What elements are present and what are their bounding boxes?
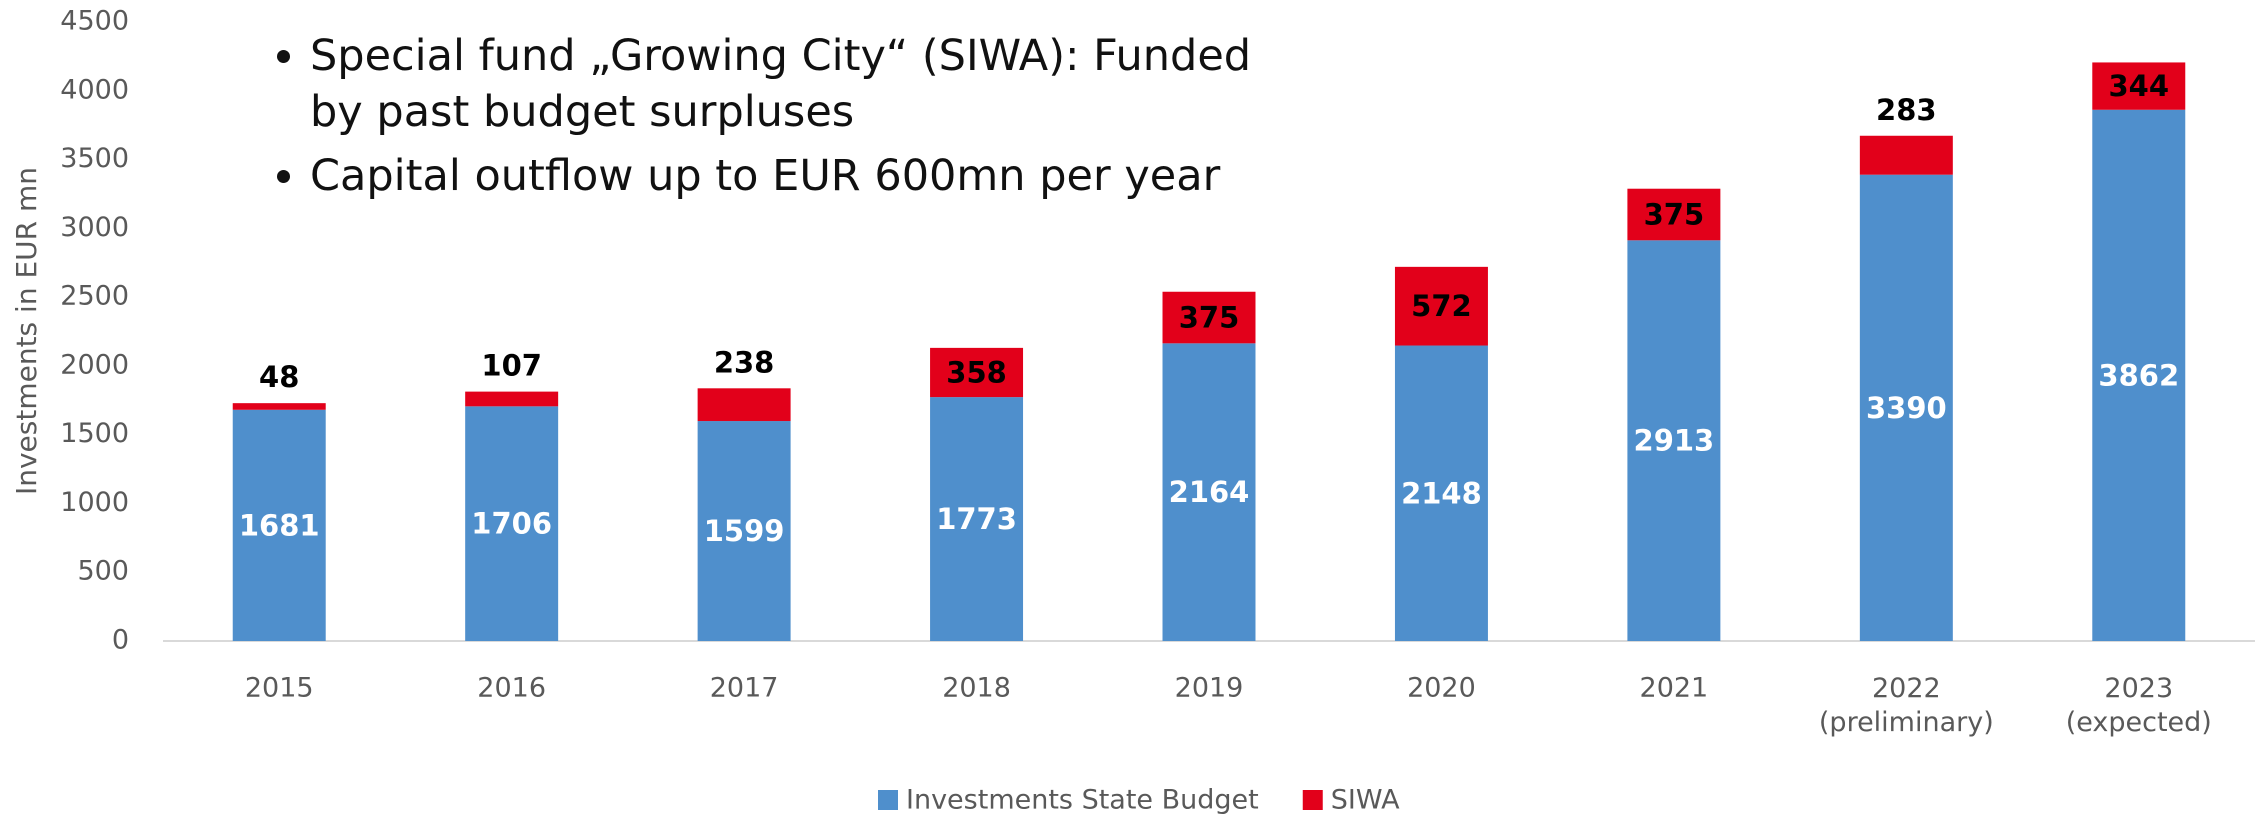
bar-segment xyxy=(1394,266,1488,346)
data-label: 1681 xyxy=(239,508,320,542)
data-label: 238 xyxy=(714,345,775,379)
y-tick-label: 3500 xyxy=(60,143,129,174)
x-tick-label: 2018 xyxy=(942,673,1011,704)
x-tick-label: 2022 (preliminary) xyxy=(1819,673,1994,738)
x-tick-label: 2015 xyxy=(245,673,314,704)
data-label: 375 xyxy=(1179,301,1240,335)
y-tick-label: 2500 xyxy=(60,281,129,312)
data-label: 358 xyxy=(946,355,1007,389)
x-tick-label: 2023 (expected) xyxy=(2066,673,2212,738)
y-tick-label: 3000 xyxy=(60,212,129,243)
data-label: 2164 xyxy=(1169,475,1250,509)
bar-segment xyxy=(1859,174,1953,642)
bar-segment xyxy=(1627,240,1721,641)
data-label: 1706 xyxy=(471,507,552,541)
y-tick-label: 4000 xyxy=(60,74,129,105)
data-label: 283 xyxy=(1876,93,1937,127)
data-label: 1773 xyxy=(936,502,1017,536)
y-tick-label: 1500 xyxy=(60,418,129,449)
data-label: 3862 xyxy=(2098,358,2179,392)
bar-segment xyxy=(1859,135,1953,175)
bar-segment xyxy=(1394,345,1488,641)
bar-segment xyxy=(2092,62,2186,110)
bar-segment xyxy=(930,347,1024,398)
y-tick-label: 2000 xyxy=(60,349,129,380)
x-tick-label: 2019 xyxy=(1175,673,1244,704)
data-label: 1599 xyxy=(704,514,785,548)
y-tick-label: 0 xyxy=(112,625,129,656)
bar-segment xyxy=(232,409,326,641)
data-label: 375 xyxy=(1644,198,1705,232)
data-label: 2148 xyxy=(1401,476,1482,510)
data-label: 48 xyxy=(259,360,299,394)
bar-segment xyxy=(2092,109,2186,642)
y-tick-label: 1000 xyxy=(60,487,129,518)
x-tick-label: 2016 xyxy=(477,673,546,704)
bar-segment xyxy=(930,397,1024,641)
bar-segment xyxy=(1627,188,1721,241)
x-tick-label: 2020 xyxy=(1407,673,1476,704)
y-tick-label: 500 xyxy=(77,556,129,587)
x-tick-label: 2017 xyxy=(710,673,779,704)
data-label: 344 xyxy=(2109,69,2170,103)
y-tick-label: 4500 xyxy=(60,6,129,37)
annotation: Capital outflow up to EUR 600mn per year xyxy=(310,148,1310,204)
data-label: 3390 xyxy=(1866,391,1947,425)
bar-segment xyxy=(1162,343,1256,641)
annotation: Special fund „Growing City“ (SIWA): Fund… xyxy=(310,28,1310,140)
annotations: Special fund „Growing City“ (SIWA): Fund… xyxy=(262,28,1310,212)
bar-segment xyxy=(697,388,791,422)
data-label: 572 xyxy=(1411,289,1472,323)
bar-segment xyxy=(465,406,559,641)
bar-segment xyxy=(1162,291,1256,344)
legend-swatch xyxy=(1302,790,1323,810)
y-axis-label: Investments in EUR mn xyxy=(10,167,43,495)
legend-label: SIWA xyxy=(1331,785,1400,816)
data-label: 2913 xyxy=(1634,424,1715,458)
bar-segment xyxy=(232,403,326,410)
x-tick-label: 2021 xyxy=(1640,673,1709,704)
bar-segment xyxy=(465,391,559,407)
legend-swatch xyxy=(878,790,898,810)
data-label: 107 xyxy=(481,349,542,383)
legend-label: Investments State Budget xyxy=(906,785,1259,816)
bar-segment xyxy=(697,421,791,641)
